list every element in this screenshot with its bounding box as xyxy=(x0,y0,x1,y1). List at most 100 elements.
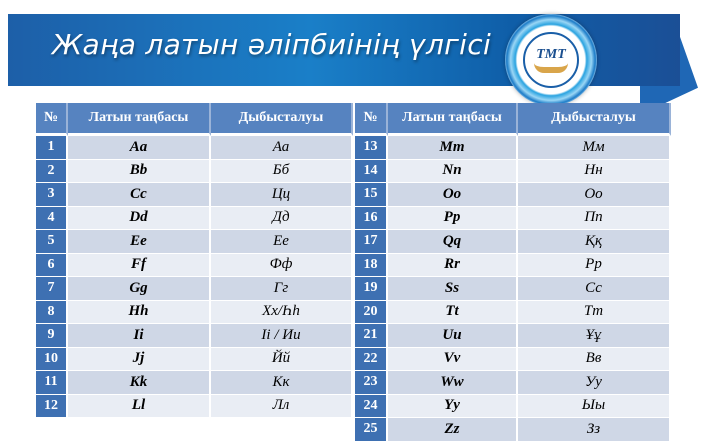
row-number: 11 xyxy=(36,371,68,395)
table-row: 4 Dd Дд xyxy=(36,206,353,230)
latin-letter: Cc xyxy=(68,183,211,207)
latin-letter: Dd xyxy=(68,206,211,230)
row-number: 4 xyxy=(36,206,68,230)
table-row: 11 Kk Кк xyxy=(36,371,353,395)
table-row: 17 Qq Ққ xyxy=(355,230,671,254)
latin-letter: Yy xyxy=(388,394,518,418)
latin-letter: Rr xyxy=(388,253,518,277)
table-row: 1 Aa Аа xyxy=(36,136,353,160)
table-row: 5 Ee Ее xyxy=(36,230,353,254)
latin-letter: Hh xyxy=(68,300,211,324)
pronunciation: Кк xyxy=(211,371,353,395)
logo-monogram: ТМТ xyxy=(536,47,566,62)
pronunciation: Фф xyxy=(211,253,353,277)
row-number: 9 xyxy=(36,324,68,348)
pronunciation: Ыы xyxy=(518,394,671,418)
page-title: Жаңа латын әліпбиінің үлгісі xyxy=(52,28,492,61)
table-row: 13 Mm Мм xyxy=(355,136,671,160)
latin-letter: Vv xyxy=(388,347,518,371)
logo-emblem: ТМТ xyxy=(505,14,597,106)
row-number: 24 xyxy=(355,394,388,418)
latin-letter: Oo xyxy=(388,183,518,207)
latin-letter: Ii xyxy=(68,324,211,348)
latin-letter: Uu xyxy=(388,324,518,348)
pronunciation: Йй xyxy=(211,347,353,371)
header-sound: Дыбысталуы xyxy=(211,103,353,136)
row-number: 1 xyxy=(36,136,68,160)
pronunciation: Ққ xyxy=(518,230,671,254)
latin-letter: Tt xyxy=(388,300,518,324)
pronunciation: Нн xyxy=(518,159,671,183)
table-row: 18 Rr Рр xyxy=(355,253,671,277)
table-row: 25 Zz Зз xyxy=(355,418,671,442)
latin-letter: Qq xyxy=(388,230,518,254)
row-number: 20 xyxy=(355,300,388,324)
hands-icon xyxy=(534,63,568,73)
row-number: 6 xyxy=(36,253,68,277)
latin-letter: Zz xyxy=(388,418,518,442)
table-row: 19 Ss Сс xyxy=(355,277,671,301)
table-row: 20 Tt Тт xyxy=(355,300,671,324)
row-number: 14 xyxy=(355,159,388,183)
pronunciation: Іі / Ии xyxy=(211,324,353,348)
pronunciation: Мм xyxy=(518,136,671,160)
table-row: 2 Bb Бб xyxy=(36,159,353,183)
table-row: 22 Vv Вв xyxy=(355,347,671,371)
table-row: 14 Nn Нн xyxy=(355,159,671,183)
table-row: 12 Ll Лл xyxy=(36,394,353,418)
table-row: 16 Pp Пп xyxy=(355,206,671,230)
row-number: 12 xyxy=(36,394,68,418)
table-row: 21 Uu Ұұ xyxy=(355,324,671,348)
latin-letter: Ss xyxy=(388,277,518,301)
row-number: 16 xyxy=(355,206,388,230)
pronunciation: Хх/Һһ xyxy=(211,300,353,324)
row-number: 13 xyxy=(355,136,388,160)
row-number: 15 xyxy=(355,183,388,207)
row-number: 8 xyxy=(36,300,68,324)
pronunciation: Ұұ xyxy=(518,324,671,348)
pronunciation: Рр xyxy=(518,253,671,277)
pronunciation: Цц xyxy=(211,183,353,207)
latin-letter: Bb xyxy=(68,159,211,183)
header-latin: Латын таңбасы xyxy=(68,103,211,136)
row-number: 21 xyxy=(355,324,388,348)
latin-letter: Ww xyxy=(388,371,518,395)
row-number: 2 xyxy=(36,159,68,183)
pronunciation: Сс xyxy=(518,277,671,301)
latin-letter: Jj xyxy=(68,347,211,371)
table-row: 23 Ww Уу xyxy=(355,371,671,395)
latin-letter: Gg xyxy=(68,277,211,301)
pronunciation: Тт xyxy=(518,300,671,324)
pronunciation: Оо xyxy=(518,183,671,207)
header-number: № xyxy=(36,103,68,136)
table-row: 7 Gg Гг xyxy=(36,277,353,301)
pronunciation: Пп xyxy=(518,206,671,230)
row-number: 25 xyxy=(355,418,388,442)
table-row: 24 Yy Ыы xyxy=(355,394,671,418)
row-number: 5 xyxy=(36,230,68,254)
latin-letter: Aa xyxy=(68,136,211,160)
alphabet-table-right: № Латын таңбасы Дыбысталуы 13 Mm Мм 14 Nn Нн 1… xyxy=(355,103,671,442)
pronunciation: Дд xyxy=(211,206,353,230)
header-sound: Дыбысталуы xyxy=(518,103,671,136)
row-number: 7 xyxy=(36,277,68,301)
latin-letter: Ff xyxy=(68,253,211,277)
table-row: 15 Oo Оо xyxy=(355,183,671,207)
header-latin: Латын таңбасы xyxy=(388,103,518,136)
table-row: 8 Hh Хх/Һһ xyxy=(36,300,353,324)
row-number: 23 xyxy=(355,371,388,395)
pronunciation: Бб xyxy=(211,159,353,183)
pronunciation: Аа xyxy=(211,136,353,160)
row-number: 19 xyxy=(355,277,388,301)
row-number: 10 xyxy=(36,347,68,371)
pronunciation: Лл xyxy=(211,394,353,418)
latin-letter: Ll xyxy=(68,394,211,418)
latin-letter: Mm xyxy=(388,136,518,160)
header-number: № xyxy=(355,103,388,136)
alphabet-table-left: № Латын таңбасы Дыбысталуы 1 Aa Аа 2 Bb Бб 3 Cc… xyxy=(36,103,353,418)
pronunciation: Ее xyxy=(211,230,353,254)
pronunciation: Вв xyxy=(518,347,671,371)
latin-letter: Kk xyxy=(68,371,211,395)
table-row: 10 Jj Йй xyxy=(36,347,353,371)
table-row: 3 Cc Цц xyxy=(36,183,353,207)
